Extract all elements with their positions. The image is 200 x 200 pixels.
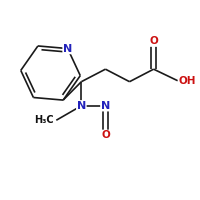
Text: O: O — [149, 36, 158, 46]
Text: N: N — [63, 44, 72, 54]
Text: O: O — [101, 130, 110, 140]
Text: N: N — [101, 101, 110, 111]
Text: N: N — [77, 101, 86, 111]
Text: OH: OH — [178, 76, 196, 86]
Text: H₃C: H₃C — [34, 115, 53, 125]
